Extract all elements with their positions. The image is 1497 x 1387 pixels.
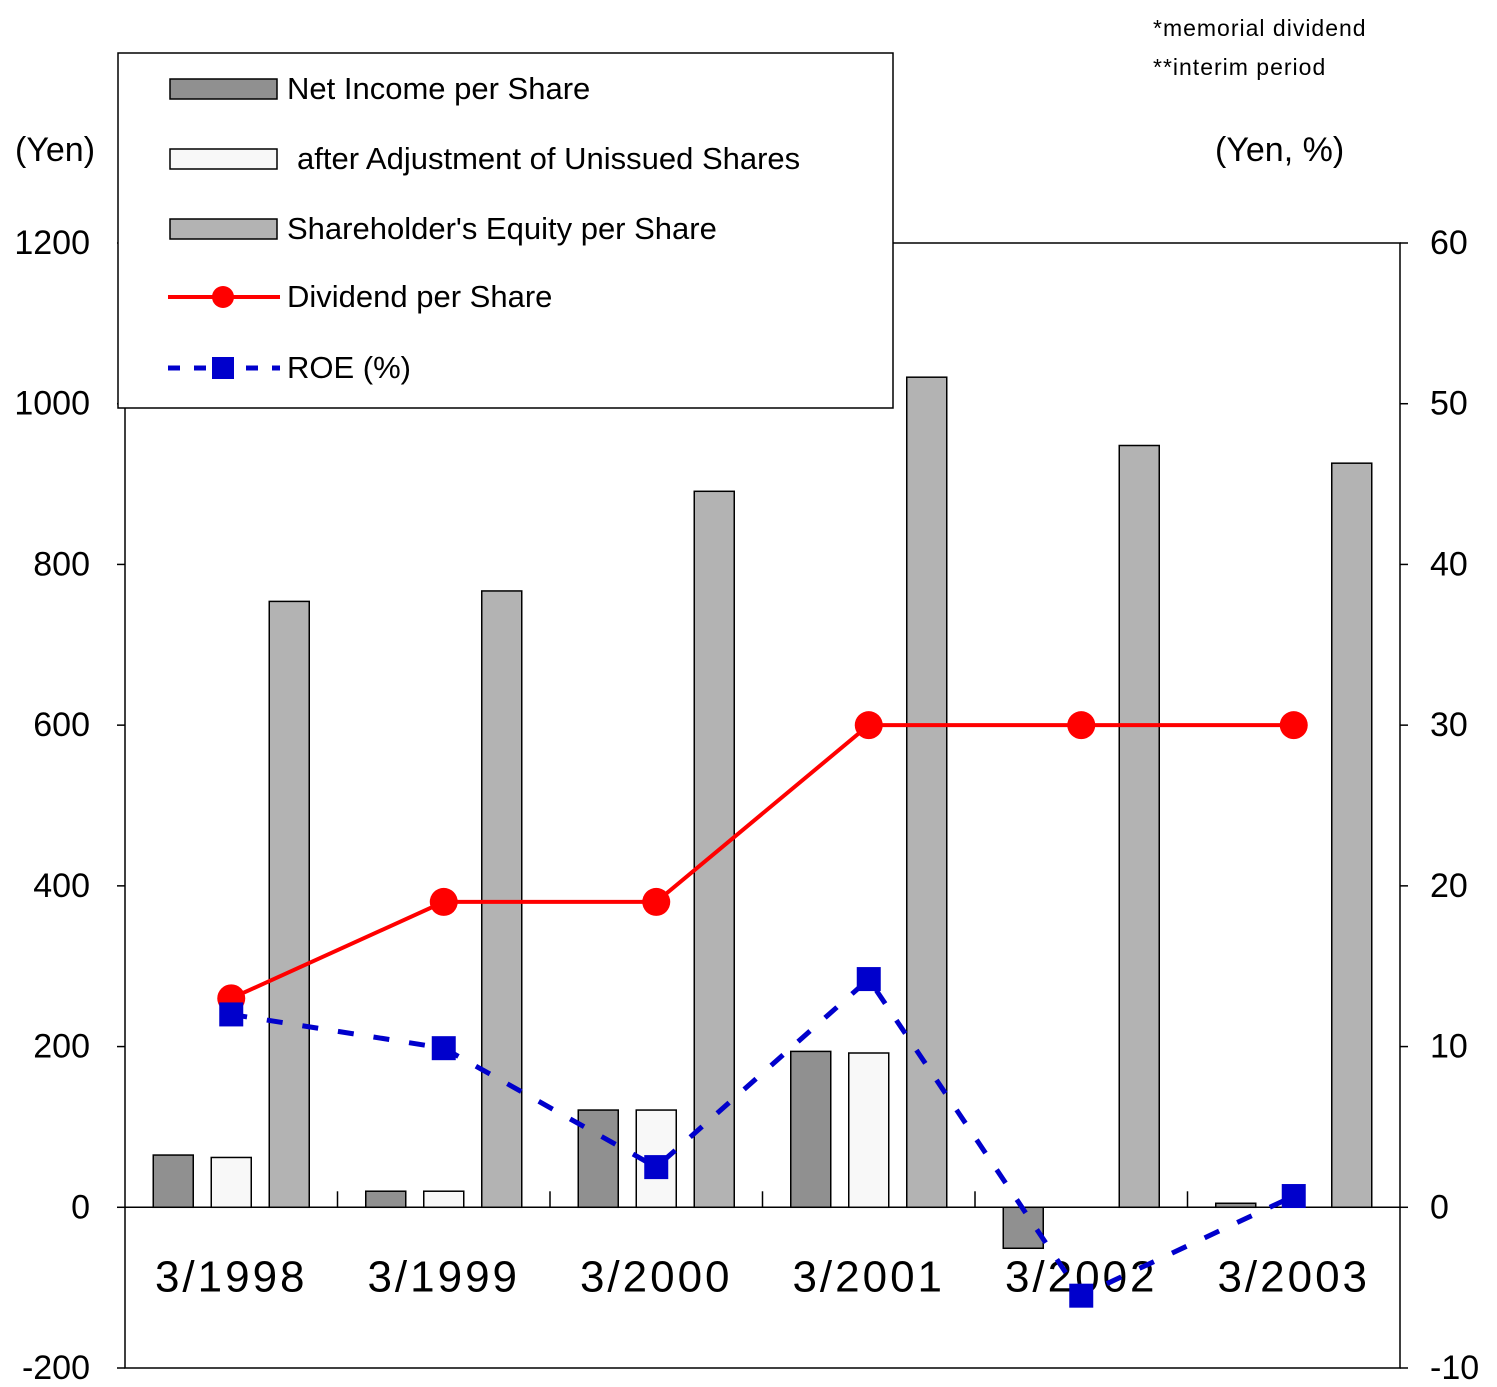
bar (848, 1052, 890, 1209)
y2-tick-label: 0 (1430, 1188, 1449, 1226)
bar (577, 1109, 619, 1209)
legend-marker (212, 286, 234, 308)
x-tick-label: 3/2000 (580, 1253, 733, 1302)
line (230, 723, 1294, 1001)
y-axis-label: (Yen) (15, 131, 95, 169)
bar (1215, 1202, 1257, 1209)
marker (1281, 1184, 1306, 1209)
marker (642, 887, 671, 916)
marker (1069, 1283, 1094, 1308)
bar (1331, 462, 1373, 1209)
marker (644, 1155, 669, 1180)
y-tick-label: 200 (33, 1028, 90, 1066)
y-tick-label: -200 (22, 1349, 90, 1387)
legend-swatch (169, 78, 278, 100)
y2-axis-label: (Yen, %) (1215, 131, 1344, 169)
y2-tick-label: 50 (1430, 385, 1468, 423)
y-tick-label: 800 (33, 545, 90, 583)
bar (790, 1050, 832, 1209)
bar (152, 1154, 194, 1209)
bar (365, 1190, 407, 1209)
line (230, 975, 1295, 1299)
x-tick-label: 3/2003 (1217, 1253, 1370, 1302)
legend-label: Net Income per Share (287, 71, 590, 106)
legend-marker (212, 357, 234, 379)
bar (210, 1156, 252, 1209)
y2-tick-label: 40 (1430, 545, 1468, 583)
bar (268, 600, 310, 1209)
legend-label: after Adjustment of Unissued Shares (297, 141, 800, 176)
x-tick-label: 3/1998 (155, 1253, 308, 1302)
bar (1118, 444, 1160, 1209)
marker (429, 887, 458, 916)
y2-tick-label: 20 (1430, 867, 1468, 905)
y-tick-label: 1000 (14, 385, 90, 423)
legend-label: Shareholder's Equity per Share (287, 211, 717, 246)
x-tick-label: 3/1999 (367, 1253, 520, 1302)
bar (1002, 1206, 1044, 1250)
bar (423, 1190, 465, 1209)
marker (1279, 711, 1308, 740)
legend-label: Dividend per Share (287, 279, 552, 314)
y2-tick-label: 10 (1430, 1028, 1468, 1066)
y-tick-label: 400 (33, 867, 90, 905)
marker (856, 967, 881, 992)
x-tick-label: 3/2001 (792, 1253, 945, 1302)
y-tick-label: 0 (71, 1188, 90, 1226)
marker (431, 1036, 456, 1061)
marker (219, 1002, 244, 1027)
y2-tick-label: 30 (1430, 706, 1468, 744)
legend-swatch (169, 148, 278, 170)
bar (693, 490, 735, 1209)
y2-tick-label: 60 (1430, 224, 1468, 262)
note: **interim period (1153, 54, 1326, 80)
bar (481, 590, 523, 1209)
legend-swatch (169, 218, 278, 240)
y2-tick-label: -10 (1430, 1349, 1479, 1387)
note: *memorial dividend (1153, 15, 1367, 41)
marker (854, 711, 883, 740)
bar (906, 376, 948, 1209)
marker (1067, 711, 1096, 740)
y-tick-label: 1200 (14, 224, 90, 262)
legend-label: ROE (%) (287, 350, 411, 385)
y-tick-label: 600 (33, 706, 90, 744)
